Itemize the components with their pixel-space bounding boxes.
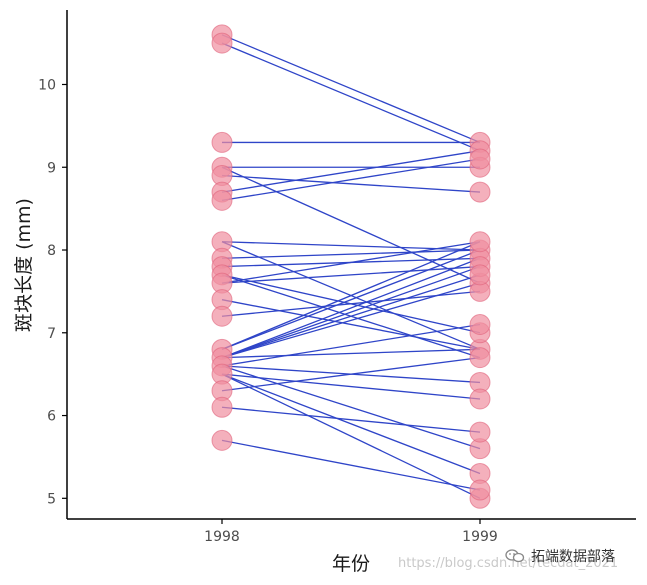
data-point [211,189,233,211]
data-point [469,181,491,203]
y-tick-label: 5 [47,491,56,507]
connector-line [221,373,481,499]
connector-line [221,265,481,284]
wechat-icon [505,549,525,563]
connector-line [221,348,481,359]
y-ticks: 5 6 7 8 9 10 [38,77,67,507]
connector-line [221,356,481,392]
connector-line [221,42,481,152]
data-point [469,421,491,443]
y-axis-title: 斑块长度 (mm) [13,198,35,332]
y-tick-label: 9 [47,160,56,176]
data-point [469,148,491,170]
data-point [469,347,491,369]
data-point [211,305,233,327]
connector-line [221,174,481,193]
data-point [469,479,491,501]
connector-line [221,373,481,400]
connector-line [221,439,481,491]
brand-badge: 拓端数据部落 [505,546,615,566]
connector-line [221,406,481,433]
y-tick-label: 7 [47,326,56,342]
watermark-url: https://blog.csdn.net/tecdat_2021 [398,556,619,571]
x-ticks: 1998 1999 [204,519,498,545]
y-tick-label: 6 [47,409,56,425]
connector-line [221,365,481,450]
x-tick-label: 1998 [204,529,240,545]
data-point [469,264,491,286]
connector-lines [221,34,481,499]
connector-line [221,249,481,259]
connector-line [221,257,481,359]
connector-line [221,34,481,144]
connector-line [221,241,481,251]
connector-line [221,323,481,367]
connector-line [221,158,481,201]
connector-line [221,249,481,350]
connector-line [221,274,481,359]
connector-line [221,373,481,475]
connector-line [221,265,481,359]
data-point [211,32,233,54]
y-tick-label: 8 [47,243,56,259]
x-tick-label: 1999 [462,529,498,545]
brand-label: 拓端数据部落 [531,549,615,565]
x-axis-title: 年份 [332,553,370,575]
data-point [469,314,491,336]
data-point [469,388,491,410]
y-tick-label: 10 [38,77,56,93]
connector-line [221,150,481,193]
data-point [469,231,491,253]
connector-line [221,299,481,350]
data-point [211,429,233,451]
connector-line [221,241,481,284]
connector-line [221,282,481,359]
connector-line [221,241,481,350]
data-point [211,131,233,153]
data-points [211,24,491,509]
connector-line [221,166,481,284]
data-point [211,396,233,418]
